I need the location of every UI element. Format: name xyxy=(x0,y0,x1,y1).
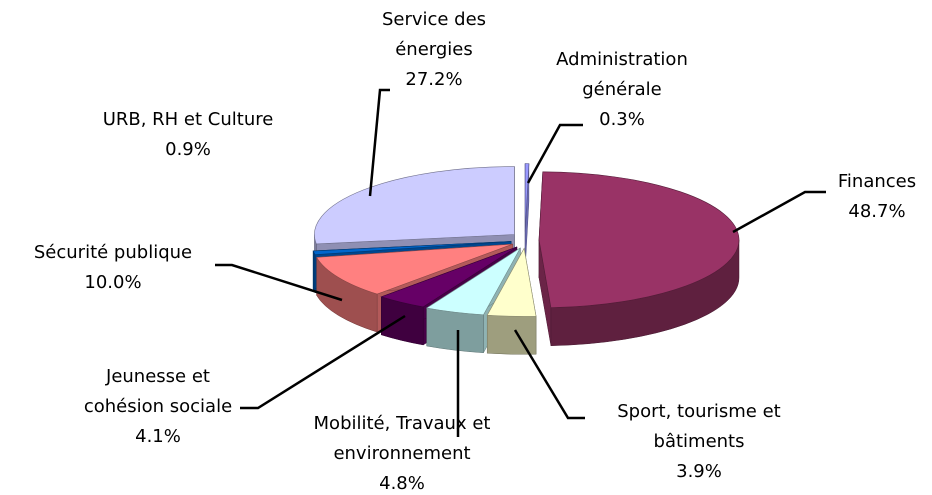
leader-line xyxy=(526,123,583,184)
value-label: 4.8% xyxy=(379,473,425,494)
data-label: Finances xyxy=(838,171,916,192)
value-label: 48.7% xyxy=(848,201,905,222)
labels: Administration générale 0.3% Finances 48.7% S… xyxy=(34,9,916,494)
label-line: Sécurité publique xyxy=(34,242,192,263)
leader-line xyxy=(240,314,406,410)
value-label: 3.9% xyxy=(676,461,722,482)
data-label: Mobilité, Travaux et environnement xyxy=(314,413,491,464)
value-label: 0.9% xyxy=(165,139,211,160)
slice-wall xyxy=(312,250,316,294)
leader-line xyxy=(215,263,343,302)
slice xyxy=(316,243,513,295)
leader-line xyxy=(513,329,585,420)
slice-wall xyxy=(486,314,537,355)
label-line: Finances xyxy=(838,171,916,192)
label-line: Service des xyxy=(382,9,486,30)
leader-line xyxy=(732,190,826,234)
data-label: URB, RH et Culture xyxy=(103,109,274,130)
value-label: 0.3% xyxy=(599,109,645,130)
value-label: 4.1% xyxy=(135,426,181,447)
label-line: environnement xyxy=(333,443,470,464)
value-label: 27.2% xyxy=(405,69,462,90)
slice-wall xyxy=(426,307,484,354)
leader-line xyxy=(368,88,390,197)
slice xyxy=(314,166,515,245)
label-line: Jeunesse et xyxy=(105,366,210,387)
label-line: Mobilité, Travaux et xyxy=(314,413,491,434)
data-label: Administration générale xyxy=(556,49,688,100)
label-line: Sport, tourisme et xyxy=(617,401,781,422)
value-label: 10.0% xyxy=(84,272,141,293)
slice xyxy=(380,246,518,308)
data-label: Sécurité publique xyxy=(34,242,192,263)
pie xyxy=(312,163,740,355)
slice xyxy=(538,171,740,309)
label-line: bâtiments xyxy=(654,431,745,452)
slice xyxy=(425,247,521,316)
label-line: énergies xyxy=(395,39,473,60)
label-line: URB, RH et Culture xyxy=(103,109,274,130)
label-line: générale xyxy=(582,79,662,100)
data-label: Service des énergies xyxy=(382,9,486,60)
slice xyxy=(312,241,512,255)
label-line: cohésion sociale xyxy=(84,396,232,417)
slice xyxy=(486,247,537,317)
label-line: Administration xyxy=(556,49,688,70)
data-label: Jeunesse et cohésion sociale xyxy=(84,366,232,417)
data-label: Sport, tourisme et bâtiments xyxy=(617,401,781,452)
